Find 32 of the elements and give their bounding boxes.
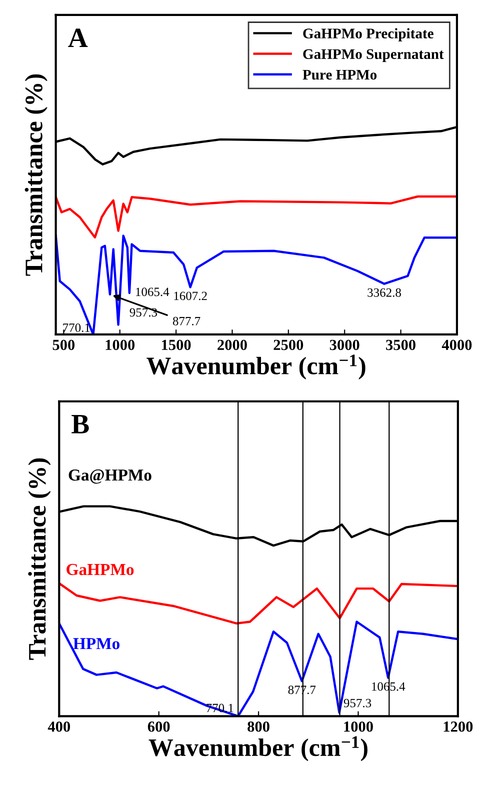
legend-label: GaHPMo Precipitate xyxy=(303,28,434,42)
x-tick-label: 400 xyxy=(48,721,70,732)
legend-label: GaHPMo Supernatant xyxy=(303,49,444,62)
x-axis-title: Wavenumber (cm$^{−1}$) xyxy=(146,354,366,380)
x-tick-label: 500 xyxy=(52,340,75,350)
x-tick-label: 1500 xyxy=(162,340,191,350)
x-tick-label: 1000 xyxy=(106,340,135,350)
series-label: HPMo xyxy=(73,638,120,650)
x-tick-label: 4000 xyxy=(442,340,472,350)
x-tick-label: 600 xyxy=(148,721,170,732)
x-tick-label: 800 xyxy=(248,721,270,732)
chart-title: A xyxy=(68,28,88,48)
annotation: 957.3 xyxy=(130,308,158,317)
annotation: 770.1 xyxy=(63,324,90,332)
annotation: 3362.8 xyxy=(368,288,401,297)
y-axis-title: Transmittance (%) xyxy=(28,458,51,660)
x-tick-label: 3000 xyxy=(330,340,360,350)
x-tick-label: 2000 xyxy=(218,340,247,350)
series-label: GaHPMo xyxy=(66,564,134,576)
x-tick-label: 1000 xyxy=(344,721,373,732)
series-label: Ga@HPMo xyxy=(68,469,152,484)
annotation: 1065.4 xyxy=(136,288,170,296)
x-tick-label: 3500 xyxy=(386,340,416,350)
y-axis-title: Transmittance (%) xyxy=(24,74,48,276)
legend-label: Pure HPMo xyxy=(302,70,377,80)
x-axis-title: Wavenumber (cm$^{−1}$) xyxy=(148,736,368,762)
x-tick-label: 2500 xyxy=(274,340,304,350)
annotation: 1607.2 xyxy=(174,292,207,300)
annotation: 957.3 xyxy=(344,698,372,708)
annotation: 877.7 xyxy=(172,316,200,326)
x-tick-label: 1200 xyxy=(444,721,473,732)
chart-title: B xyxy=(72,415,89,434)
